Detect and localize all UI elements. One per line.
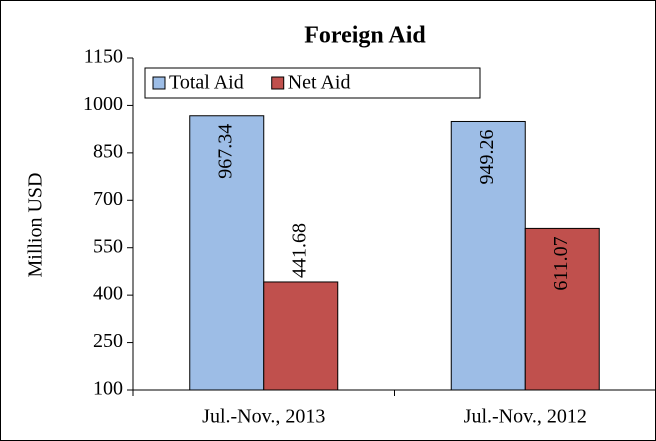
data-label: 967.34 — [214, 124, 236, 179]
y-tick-label: 850 — [93, 140, 123, 162]
bar — [263, 281, 339, 391]
x-tick-label: Jul.-Nov., 2013 — [202, 406, 325, 428]
y-axis-label: Million USD — [25, 172, 47, 277]
y-tick-label: 1150 — [84, 46, 123, 68]
legend-swatch — [152, 76, 166, 90]
chart-title: Foreign Aid — [304, 23, 426, 49]
legend-box — [144, 67, 481, 99]
data-label: 611.07 — [550, 236, 572, 290]
data-label: 441.68 — [288, 223, 310, 278]
y-tick-label: 700 — [93, 188, 123, 210]
legend-label: Net Aid — [288, 72, 351, 94]
bar — [450, 120, 526, 391]
bar — [524, 227, 600, 391]
y-tick-label: 100 — [93, 378, 123, 400]
y-tick-label: 550 — [93, 235, 123, 257]
data-label: 949.26 — [476, 129, 498, 184]
bar — [189, 115, 265, 391]
y-tick-label: 250 — [93, 330, 123, 352]
x-tick-label: Jul.-Nov., 2012 — [464, 406, 587, 428]
y-tick-label: 1000 — [83, 93, 123, 115]
legend-label: Total Aid — [169, 72, 244, 94]
y-tick-label: 400 — [93, 283, 123, 305]
legend-swatch — [271, 76, 285, 90]
